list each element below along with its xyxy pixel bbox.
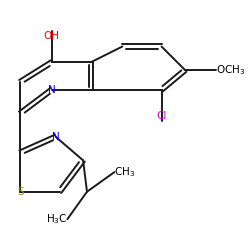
Text: N: N: [52, 132, 60, 142]
Text: N: N: [48, 85, 56, 95]
Text: OH: OH: [44, 31, 60, 41]
Text: H$_3$C: H$_3$C: [46, 212, 68, 226]
Text: OCH$_3$: OCH$_3$: [216, 63, 246, 77]
Text: S: S: [17, 187, 24, 197]
Text: CH$_3$: CH$_3$: [114, 165, 136, 179]
Text: Cl: Cl: [156, 111, 167, 121]
